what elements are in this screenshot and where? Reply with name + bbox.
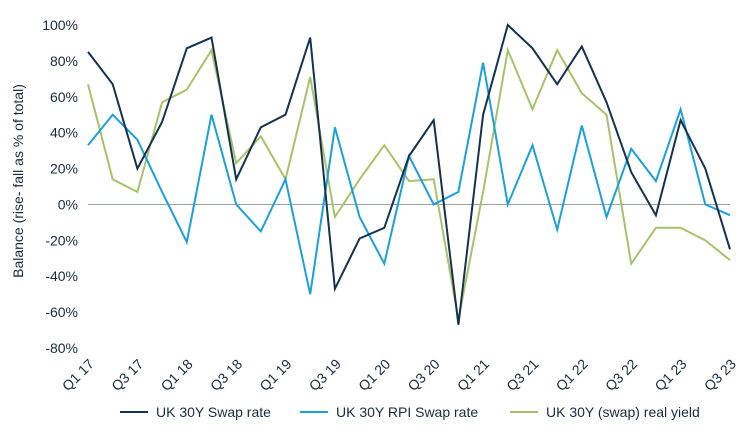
x-tick-label: Q3 18 (207, 356, 245, 394)
series-line-1 (87, 23, 731, 325)
x-tick-label: Q1 21 (454, 356, 492, 394)
x-tick-label: Q3 23 (701, 356, 739, 394)
x-tick-label: Q3 17 (108, 356, 146, 394)
legend-label: UK 30Y (swap) real yield (546, 404, 700, 420)
y-tick-label: -80% (45, 340, 78, 356)
y-tick-label: -60% (45, 304, 78, 320)
x-tick-label: Q3 22 (602, 356, 640, 394)
y-tick-label: 80% (50, 53, 78, 69)
y-tick-label: -40% (45, 268, 78, 284)
x-tick-label: Q1 19 (256, 356, 294, 394)
legend-label: UK 30Y RPI Swap rate (336, 404, 478, 420)
y-tick-label: 0% (58, 196, 78, 212)
legend: UK 30Y Swap rate UK 30Y RPI Swap rate UK 3… (120, 404, 700, 420)
x-tick-label: Q3 21 (503, 356, 541, 394)
y-tick-label: 100% (42, 17, 78, 33)
y-axis-label: Balance (rise- fall as % of total) (10, 84, 26, 278)
series-lines (87, 23, 731, 325)
x-tick-label: Q1 20 (355, 356, 393, 394)
x-tick-labels: Q1 17 Q3 17 Q1 18 Q3 18 Q1 19 Q3 19 Q1 20 Q3 20… (59, 356, 739, 394)
x-tick-label: Q3 20 (404, 356, 442, 394)
y-tick-label: -20% (45, 232, 78, 248)
y-tick-label: 20% (50, 161, 78, 177)
series-line-3 (87, 46, 731, 320)
x-tick-label: Q3 19 (306, 356, 344, 394)
x-tick-label: Q1 17 (59, 356, 97, 394)
y-tick-label: 60% (50, 89, 78, 105)
x-tick-label: Q1 23 (651, 356, 689, 394)
x-tick-label: Q1 18 (158, 356, 196, 394)
legend-label: UK 30Y Swap rate (156, 404, 271, 420)
y-tick-label: 40% (50, 125, 78, 141)
y-tick-labels: -80% -60% -40% -20% 0% 20% 40% 60% 80% 100% (42, 17, 78, 356)
x-tick-label: Q1 22 (553, 356, 591, 394)
